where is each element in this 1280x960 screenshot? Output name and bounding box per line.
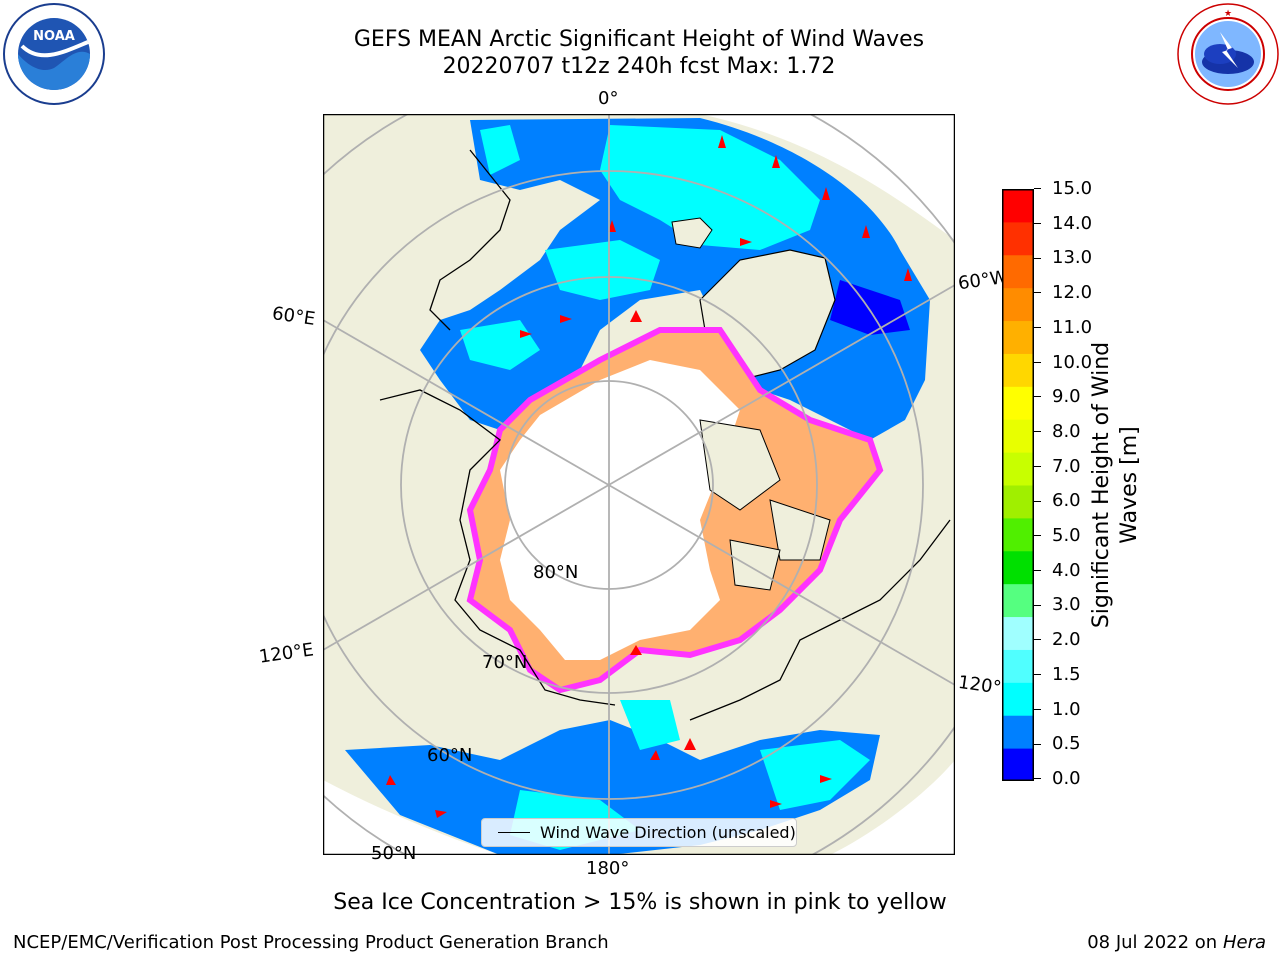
colorbar-cell [1002, 320, 1034, 354]
colorbar-tick-label: 14.0 [1052, 212, 1093, 234]
svalbard-land [671, 217, 713, 249]
colorbar-tick-label: 8.0 [1052, 420, 1081, 442]
colorbar-cell [1002, 386, 1034, 420]
colorbar-tick-label: 4.0 [1052, 559, 1081, 581]
colorbar-tick-label: 0.5 [1052, 733, 1081, 755]
colorbar-cell [1002, 485, 1034, 519]
lon-label-180: 180° [586, 858, 630, 879]
colorbar-tick-mark [1034, 604, 1041, 606]
colorbar-tick-label: 9.0 [1052, 386, 1081, 408]
colorbar-tick-label: 5.0 [1052, 525, 1081, 547]
colorbar-tick-label: 1.0 [1052, 698, 1081, 720]
colorbar-tick-mark [1034, 778, 1041, 780]
lat-label-60n: 60°N [427, 745, 473, 766]
colorbar-cell [1002, 616, 1034, 650]
wind-arrows [386, 135, 912, 818]
colorbar-tick-label: 3.0 [1052, 594, 1081, 616]
colorbar-tick-mark [1034, 222, 1041, 224]
colorbar-tick-label: 6.0 [1052, 490, 1081, 512]
legend-label: Wind Wave Direction (unscaled) [540, 823, 796, 842]
colorbar-tick-mark [1034, 361, 1041, 363]
colorbar-tick-label: 12.0 [1052, 282, 1093, 304]
colorbar-cell [1002, 682, 1034, 716]
colorbar-tick-mark [1034, 396, 1041, 398]
footer-host: Hera [1222, 932, 1266, 953]
lat-label-80n: 80°N [533, 562, 579, 583]
colorbar-cell [1002, 419, 1034, 453]
colorbar-tick-mark [1034, 257, 1041, 259]
colorbar-tick-mark [1034, 292, 1041, 294]
colorbar-cell [1002, 452, 1034, 486]
legend-line-icon [498, 832, 530, 833]
noaa-wordmark: NOAA [33, 29, 75, 44]
colorbar-tick-label: 15.0 [1052, 178, 1093, 199]
ocean-cyan-patch [480, 125, 520, 175]
chart-subtitle: 20220707 t12z 240h fcst Max: 1.72 [442, 54, 836, 79]
colorbar-tick-label: 2.0 [1052, 629, 1081, 651]
colorbar-cell [1002, 353, 1034, 387]
footer-branch: NCEP/EMC/Verification Post Processing Pr… [13, 932, 609, 953]
noaa-logo: NOAA [3, 3, 105, 105]
colorbar-cell [1002, 715, 1034, 749]
svg-text:★: ★ [1224, 9, 1232, 19]
colorbar-cell [1002, 189, 1034, 223]
colorbar-title: Significant Height of Wind Waves [m] [1089, 341, 1142, 629]
graticule [323, 114, 955, 855]
colorbar-tick-label: 10.0 [1052, 351, 1093, 373]
colorbar-cell [1002, 517, 1034, 552]
lon-label-60e: 60°E [270, 303, 317, 330]
colorbar-tick-mark [1034, 500, 1041, 502]
colorbar-tick-mark [1034, 708, 1041, 710]
lon-label-120e: 120°E [257, 639, 315, 668]
colorbar-tick-label: 0.0 [1052, 768, 1081, 789]
colorbar-tick-mark [1034, 431, 1041, 433]
ocean-cyan-patch [620, 700, 680, 750]
colorbar-cell [1002, 583, 1034, 618]
colorbar-tick-label: 13.0 [1052, 247, 1093, 269]
footer-date: 08 Jul 2022 on Hera [1087, 932, 1266, 953]
colorbar-cell [1002, 649, 1034, 683]
colorbar-tick-mark [1034, 570, 1041, 571]
colorbar-cell [1002, 550, 1034, 585]
colorbar-tick-mark [1034, 465, 1041, 467]
colorbar-tick-mark [1034, 743, 1041, 745]
colorbar-tick-mark [1034, 327, 1041, 329]
colorbar-cell [1002, 748, 1034, 781]
lat-label-50n: 50°N [371, 843, 417, 864]
chart-title: GEFS MEAN Arctic Significant Height of W… [353, 27, 925, 52]
colorbar-cell [1002, 221, 1034, 256]
ocean-cyan-patch [760, 740, 870, 810]
lon-label-0: 0° [598, 88, 619, 109]
colorbar-tick-label: 11.0 [1052, 316, 1093, 338]
sea-ice-caption: Sea Ice Concentration > 15% is shown in … [333, 890, 947, 915]
lat-label-70n: 70°N [482, 652, 528, 673]
ocean-cyan-patch [545, 240, 660, 300]
colorbar-cell [1002, 287, 1034, 322]
colorbar-tick-mark [1034, 639, 1041, 641]
colorbar [1002, 189, 1034, 781]
arctic-map [323, 114, 955, 855]
map-legend: Wind Wave Direction (unscaled) [481, 818, 797, 847]
colorbar-tick-label: 1.5 [1052, 663, 1081, 685]
colorbar-cell [1002, 254, 1034, 289]
sea-ice [500, 360, 740, 660]
colorbar-tick-label: 7.0 [1052, 455, 1081, 477]
nws-logo: ★ [1177, 3, 1279, 105]
colorbar-tick-mark [1034, 188, 1041, 190]
colorbar-tick-mark [1034, 674, 1041, 676]
colorbar-tick-mark [1034, 535, 1041, 537]
